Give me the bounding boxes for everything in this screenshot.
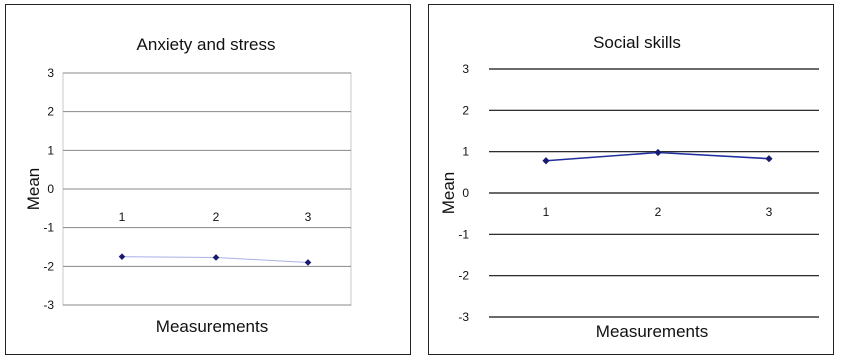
x-tick-label: 2 <box>655 205 662 219</box>
x-tick-label: 3 <box>766 205 773 219</box>
chart-svg-social: Social skills 3 2 1 0 -1 -2 -3 1 2 3 Mean Measur… <box>439 33 819 341</box>
y-tick-label: -1 <box>458 227 469 241</box>
chart-title: Social skills <box>593 33 681 52</box>
x-tick-label: 2 <box>213 210 220 224</box>
data-point-marker <box>304 259 312 266</box>
chart-svg-anxiety: Anxiety and stress 3 2 1 0 -1 -2 -3 1 2 3 Mean M… <box>24 35 352 336</box>
data-point-marker <box>654 148 662 157</box>
chart-panel-anxiety: Anxiety and stress 3 2 1 0 -1 -2 -3 1 2 3 Mean M… <box>5 4 411 355</box>
y-tick-label: 0 <box>462 186 469 200</box>
x-axis-label: Measurements <box>156 317 268 336</box>
y-tick-label: -2 <box>43 259 54 273</box>
y-tick-label: -1 <box>43 221 54 235</box>
x-tick-label: 3 <box>305 210 312 224</box>
data-point-marker <box>118 253 126 260</box>
y-tick-label: 1 <box>47 143 54 157</box>
y-axis-label: Mean <box>24 168 43 211</box>
y-axis-label: Mean <box>439 172 458 215</box>
y-tick-label: -3 <box>43 298 54 312</box>
x-axis-label: Measurements <box>596 322 708 341</box>
data-point-marker <box>212 254 220 261</box>
y-tick-label: 2 <box>462 103 469 117</box>
y-tick-label: 2 <box>47 105 54 119</box>
x-tick-label: 1 <box>119 210 126 224</box>
y-tick-label: 1 <box>462 145 469 159</box>
data-point-marker <box>765 155 773 163</box>
y-tick-label: -3 <box>458 310 469 324</box>
y-tick-label: 3 <box>47 66 54 80</box>
chart-title: Anxiety and stress <box>137 35 276 54</box>
data-point-marker <box>542 157 550 165</box>
y-tick-label: -2 <box>458 269 469 283</box>
y-tick-label: 0 <box>47 182 54 196</box>
y-tick-label: 3 <box>462 62 469 76</box>
chart-panel-social: Social skills 3 2 1 0 -1 -2 -3 1 2 3 Mean Measur… <box>428 4 834 355</box>
x-tick-label: 1 <box>543 205 550 219</box>
